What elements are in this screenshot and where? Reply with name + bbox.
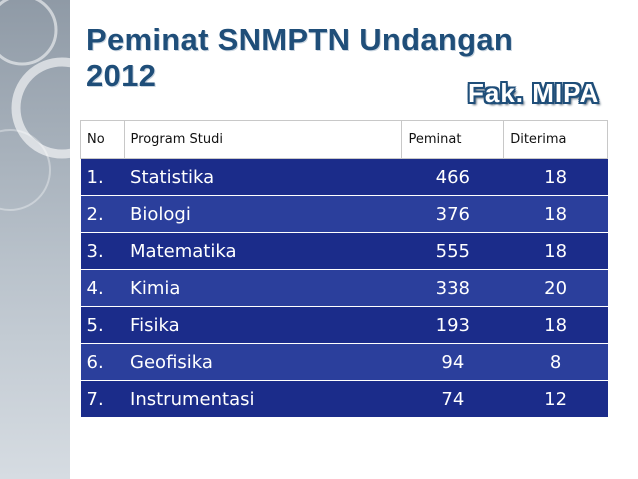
- row-diterima: 18: [503, 232, 608, 270]
- row-number: 4.: [80, 269, 125, 307]
- slide-title: Peminat SNMPTN Undangan 2012: [86, 22, 514, 93]
- faculty-label: Fak. MIPA: [468, 78, 600, 108]
- row-diterima: 18: [503, 195, 608, 233]
- row-number: 1.: [80, 158, 125, 196]
- table-row: 2. Biologi 376 18: [80, 195, 608, 233]
- table-row: 7. Instrumentasi 74 12: [80, 380, 608, 417]
- row-diterima: 18: [503, 158, 608, 196]
- row-number: 7.: [80, 380, 125, 417]
- header-program-studi: Program Studi: [123, 120, 403, 159]
- table-row: 5. Fisika 193 18: [80, 306, 608, 344]
- row-program: Instrumentasi: [124, 380, 402, 417]
- row-peminat: 74: [401, 380, 504, 417]
- table-row: 3. Matematika 555 18: [80, 232, 608, 270]
- row-peminat: 94: [401, 343, 504, 381]
- row-diterima: 20: [503, 269, 608, 307]
- row-diterima: 18: [503, 306, 608, 344]
- enrollment-table: No Program Studi Peminat Diterima 1. Sta…: [80, 120, 608, 417]
- header-no: No: [80, 120, 125, 159]
- table-header-row: No Program Studi Peminat Diterima: [80, 120, 608, 159]
- row-peminat: 466: [401, 158, 504, 196]
- row-program: Geofisika: [124, 343, 402, 381]
- header-diterima: Diterima: [503, 120, 608, 159]
- row-program: Biologi: [124, 195, 402, 233]
- decorative-circles: [0, 0, 70, 211]
- row-number: 5.: [80, 306, 125, 344]
- table-row: 4. Kimia 338 20: [80, 269, 608, 307]
- row-number: 3.: [80, 232, 125, 270]
- header-peminat: Peminat: [401, 120, 505, 159]
- left-decorative-band: [0, 0, 70, 479]
- row-diterima: 8: [503, 343, 608, 381]
- row-peminat: 376: [401, 195, 504, 233]
- table-row: 1. Statistika 466 18: [80, 158, 608, 196]
- table-row: 6. Geofisika 94 8: [80, 343, 608, 381]
- row-peminat: 338: [401, 269, 504, 307]
- row-peminat: 193: [401, 306, 504, 344]
- row-peminat: 555: [401, 232, 504, 270]
- row-number: 6.: [80, 343, 125, 381]
- row-diterima: 12: [503, 380, 608, 417]
- row-program: Fisika: [124, 306, 402, 344]
- row-program: Kimia: [124, 269, 402, 307]
- row-program: Statistika: [124, 158, 402, 196]
- row-number: 2.: [80, 195, 125, 233]
- row-program: Matematika: [124, 232, 402, 270]
